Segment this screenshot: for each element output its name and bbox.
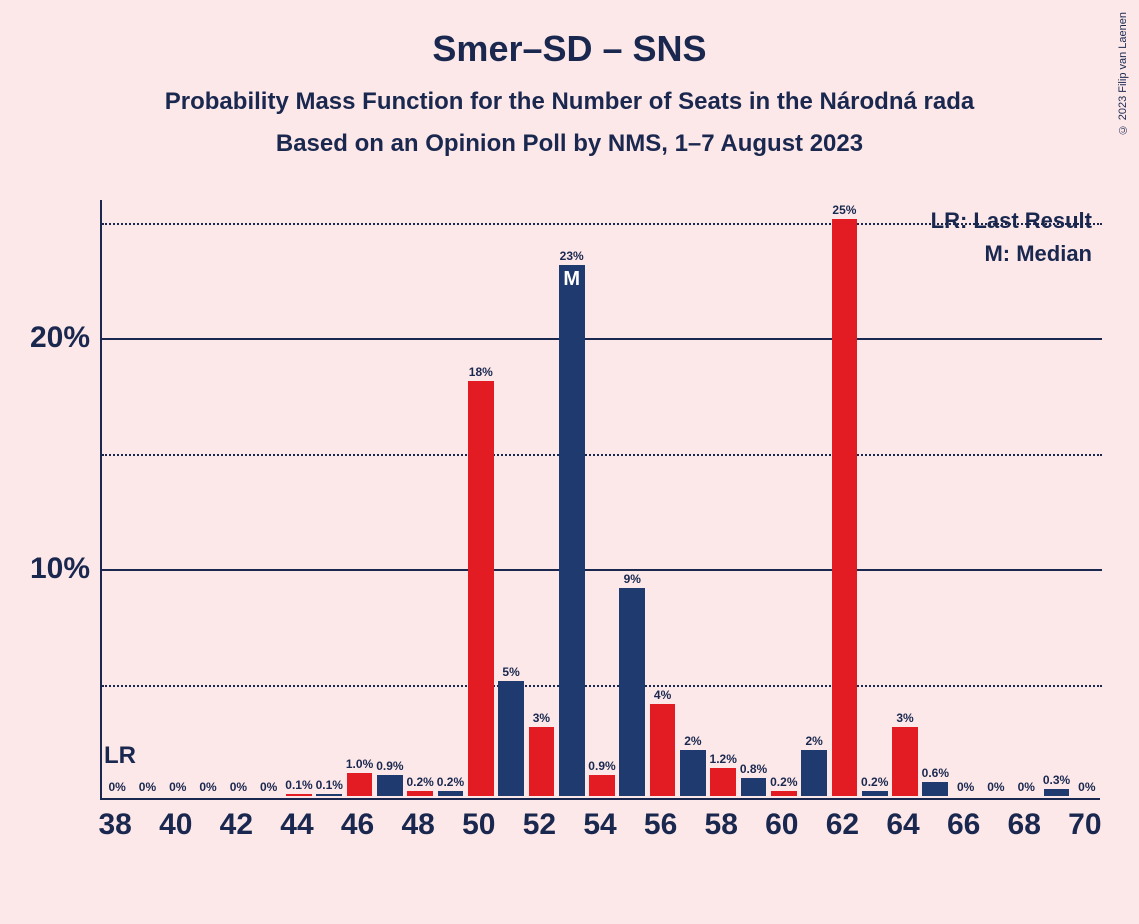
bar: 0.1% [286,794,312,796]
bar: 0.1% [316,794,342,796]
x-axis-label: 46 [341,808,374,842]
bar-value-label: 0.2% [406,775,433,791]
chart-title: Smer–SD – SNS [0,0,1139,70]
x-axis-label: 64 [886,808,919,842]
bar: 1.0% [347,773,373,796]
gridline [102,454,1102,456]
x-axis-label: 66 [947,808,980,842]
bar: 0.2% [407,791,433,796]
bar-value-label: 0% [139,780,156,796]
x-axis-label: 44 [280,808,313,842]
x-axis-label: 62 [826,808,859,842]
bar-value-label: 0% [1018,780,1035,796]
bar-value-label: 5% [502,665,519,681]
bar-value-label: 0.1% [316,778,343,794]
bar: 23% [559,265,585,796]
bar-value-label: 3% [896,711,913,727]
bar-value-label: 0% [230,780,247,796]
bar-value-label: 0% [957,780,974,796]
chart-subtitle-2: Based on an Opinion Poll by NMS, 1–7 Aug… [0,116,1139,158]
bar-value-label: 0.3% [1043,773,1070,789]
bar-value-label: 0.2% [770,775,797,791]
bar-value-label: 1.0% [346,757,373,773]
legend: LR: Last Result M: Median [931,204,1092,270]
bar: 25% [832,219,858,796]
bar: 1.2% [710,768,736,796]
bar-value-label: 0% [260,780,277,796]
plot-region: LR: Last Result M: Median 0% 0% 0% 0% 0% 0% 0.… [100,200,1100,800]
copyright-text: © 2023 Filip van Laenen [1117,12,1129,135]
bar-value-label: 0.1% [285,778,312,794]
bar: 2% [680,750,706,796]
bar-value-label: 0.9% [376,759,403,775]
y-axis-label: 20% [30,321,90,355]
bar: 0.8% [741,778,767,796]
bar-value-label: 0% [987,780,1004,796]
bar: 0.6% [922,782,948,796]
bar: 3% [529,727,555,796]
bar-value-label: 0% [108,780,125,796]
bar: 3% [892,727,918,796]
bar: 18% [468,381,494,796]
x-axis-label: 50 [462,808,495,842]
bar-value-label: 2% [805,734,822,750]
bar-value-label: 18% [469,365,493,381]
y-axis-label: 10% [30,552,90,586]
legend-lr: LR: Last Result [931,204,1092,237]
bar-value-label: 0% [1078,780,1095,796]
bar: 0.2% [862,791,888,796]
median-annotation: M [563,268,580,291]
bar-value-label: 3% [533,711,550,727]
gridline [102,569,1102,571]
bar-value-label: 0.2% [861,775,888,791]
bar-value-label: 0.9% [588,759,615,775]
bar: 0.2% [771,791,797,796]
bar-value-label: 23% [560,249,584,265]
x-axis-label: 68 [1008,808,1041,842]
bar-value-label: 9% [624,572,641,588]
gridline [102,685,1102,687]
x-axis-label: 38 [98,808,131,842]
bar-value-label: 0.6% [922,766,949,782]
bar: 5% [498,681,524,796]
bar-value-label: 0% [199,780,216,796]
bar-value-label: 0.2% [437,775,464,791]
x-axis-label: 58 [705,808,738,842]
bar: 0.2% [438,791,464,796]
bar: 4% [650,704,676,796]
bar: 0.9% [377,775,403,796]
gridline [102,338,1102,340]
chart-subtitle-1: Probability Mass Function for the Number… [0,70,1139,116]
bar: 2% [801,750,827,796]
x-axis-label: 54 [583,808,616,842]
bar: 0.9% [589,775,615,796]
bar-value-label: 4% [654,688,671,704]
gridline [102,223,1102,225]
bar-value-label: 0.8% [740,762,767,778]
bar-value-label: 0% [169,780,186,796]
chart-area: LR: Last Result M: Median 0% 0% 0% 0% 0% 0% 0.… [100,200,1100,800]
lr-annotation: LR [104,742,136,770]
legend-m: M: Median [931,237,1092,270]
x-axis-label: 52 [523,808,556,842]
x-axis-label: 40 [159,808,192,842]
bar-value-label: 2% [684,734,701,750]
x-axis-label: 42 [220,808,253,842]
x-axis-label: 56 [644,808,677,842]
bar: 0.3% [1044,789,1070,796]
bar-value-label: 1.2% [710,752,737,768]
x-axis-label: 48 [401,808,434,842]
x-axis-label: 70 [1068,808,1101,842]
x-axis-label: 60 [765,808,798,842]
bar: 9% [619,588,645,796]
bar-value-label: 25% [832,203,856,219]
